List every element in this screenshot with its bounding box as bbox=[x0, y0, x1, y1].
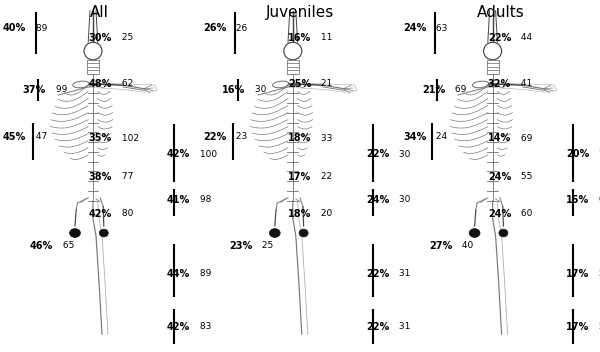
Text: 33: 33 bbox=[318, 134, 332, 143]
Text: 45%: 45% bbox=[3, 132, 26, 142]
Text: 70: 70 bbox=[596, 150, 600, 159]
Text: 40%: 40% bbox=[3, 23, 26, 33]
Text: 30: 30 bbox=[252, 85, 266, 94]
Ellipse shape bbox=[100, 229, 109, 237]
Text: 44: 44 bbox=[518, 33, 532, 42]
Ellipse shape bbox=[299, 229, 308, 237]
Text: 25: 25 bbox=[119, 33, 133, 42]
Text: 42%: 42% bbox=[167, 149, 190, 159]
Text: 42%: 42% bbox=[167, 322, 190, 332]
Ellipse shape bbox=[70, 229, 80, 238]
Text: 24%: 24% bbox=[366, 195, 389, 205]
Text: 21%: 21% bbox=[422, 85, 445, 95]
Text: 24%: 24% bbox=[403, 23, 427, 33]
Text: Juveniles: Juveniles bbox=[266, 5, 334, 20]
Text: 24%: 24% bbox=[488, 172, 511, 182]
Text: 25: 25 bbox=[259, 241, 274, 250]
Text: 47: 47 bbox=[33, 132, 47, 141]
Text: 11: 11 bbox=[318, 33, 332, 42]
Text: 89: 89 bbox=[197, 269, 211, 278]
Text: 24: 24 bbox=[433, 132, 448, 141]
Text: 69: 69 bbox=[518, 134, 532, 143]
Text: 48%: 48% bbox=[89, 79, 112, 89]
Text: 22%: 22% bbox=[203, 132, 226, 142]
Text: 41%: 41% bbox=[167, 195, 190, 205]
Text: 23: 23 bbox=[233, 132, 247, 141]
Text: 21: 21 bbox=[318, 79, 332, 88]
Text: 22%: 22% bbox=[366, 149, 389, 159]
Text: 44%: 44% bbox=[167, 269, 190, 279]
Text: 17%: 17% bbox=[566, 322, 589, 332]
Text: 37%: 37% bbox=[23, 85, 46, 95]
Text: 18%: 18% bbox=[288, 133, 311, 143]
Text: 52: 52 bbox=[596, 322, 600, 331]
Text: 99: 99 bbox=[53, 85, 67, 94]
Text: 77: 77 bbox=[119, 172, 133, 181]
Text: 23%: 23% bbox=[229, 241, 253, 251]
Text: 62: 62 bbox=[119, 79, 133, 88]
Text: 60: 60 bbox=[518, 209, 532, 218]
Text: 31: 31 bbox=[396, 322, 410, 331]
Text: 98: 98 bbox=[197, 195, 211, 205]
Text: 69: 69 bbox=[452, 85, 466, 94]
Text: 40: 40 bbox=[459, 241, 473, 250]
Text: 27%: 27% bbox=[429, 241, 452, 251]
Text: Adults: Adults bbox=[477, 5, 525, 20]
Text: 15%: 15% bbox=[566, 195, 589, 205]
Text: 32%: 32% bbox=[488, 79, 511, 89]
Text: 26: 26 bbox=[233, 24, 247, 33]
Text: 63: 63 bbox=[433, 24, 448, 33]
Text: 100: 100 bbox=[197, 150, 217, 159]
Text: 17%: 17% bbox=[566, 269, 589, 279]
Text: 22%: 22% bbox=[366, 322, 389, 332]
Text: 41: 41 bbox=[518, 79, 532, 88]
Text: 25%: 25% bbox=[288, 79, 311, 89]
Text: 20%: 20% bbox=[566, 149, 589, 159]
Text: All: All bbox=[89, 5, 109, 20]
Text: 55: 55 bbox=[518, 172, 532, 181]
Text: 17%: 17% bbox=[288, 172, 311, 182]
Text: 24%: 24% bbox=[488, 209, 511, 219]
Text: 65: 65 bbox=[60, 241, 74, 250]
Text: 102: 102 bbox=[119, 134, 139, 143]
Ellipse shape bbox=[499, 229, 508, 237]
Text: 14%: 14% bbox=[488, 133, 511, 143]
Text: 46%: 46% bbox=[30, 241, 53, 251]
Text: 80: 80 bbox=[119, 209, 133, 218]
Text: 22%: 22% bbox=[488, 33, 511, 43]
Text: 83: 83 bbox=[197, 322, 211, 331]
Text: 58: 58 bbox=[596, 269, 600, 278]
Text: 26%: 26% bbox=[203, 23, 226, 33]
Text: 30: 30 bbox=[396, 195, 410, 205]
Ellipse shape bbox=[269, 229, 280, 238]
Text: 35%: 35% bbox=[89, 133, 112, 143]
Text: 18%: 18% bbox=[288, 209, 311, 219]
Text: 20: 20 bbox=[318, 209, 332, 218]
Text: 31: 31 bbox=[396, 269, 410, 278]
Text: 34%: 34% bbox=[403, 132, 427, 142]
Text: 22%: 22% bbox=[366, 269, 389, 279]
Text: 16%: 16% bbox=[222, 85, 245, 95]
Text: 30%: 30% bbox=[89, 33, 112, 43]
Text: 30: 30 bbox=[396, 150, 410, 159]
Text: 42%: 42% bbox=[89, 209, 112, 219]
Text: 22: 22 bbox=[318, 172, 332, 181]
Ellipse shape bbox=[469, 229, 480, 238]
Text: 16%: 16% bbox=[288, 33, 311, 43]
Text: 89: 89 bbox=[33, 24, 47, 33]
Text: 38%: 38% bbox=[89, 172, 112, 182]
Text: 68: 68 bbox=[596, 195, 600, 205]
